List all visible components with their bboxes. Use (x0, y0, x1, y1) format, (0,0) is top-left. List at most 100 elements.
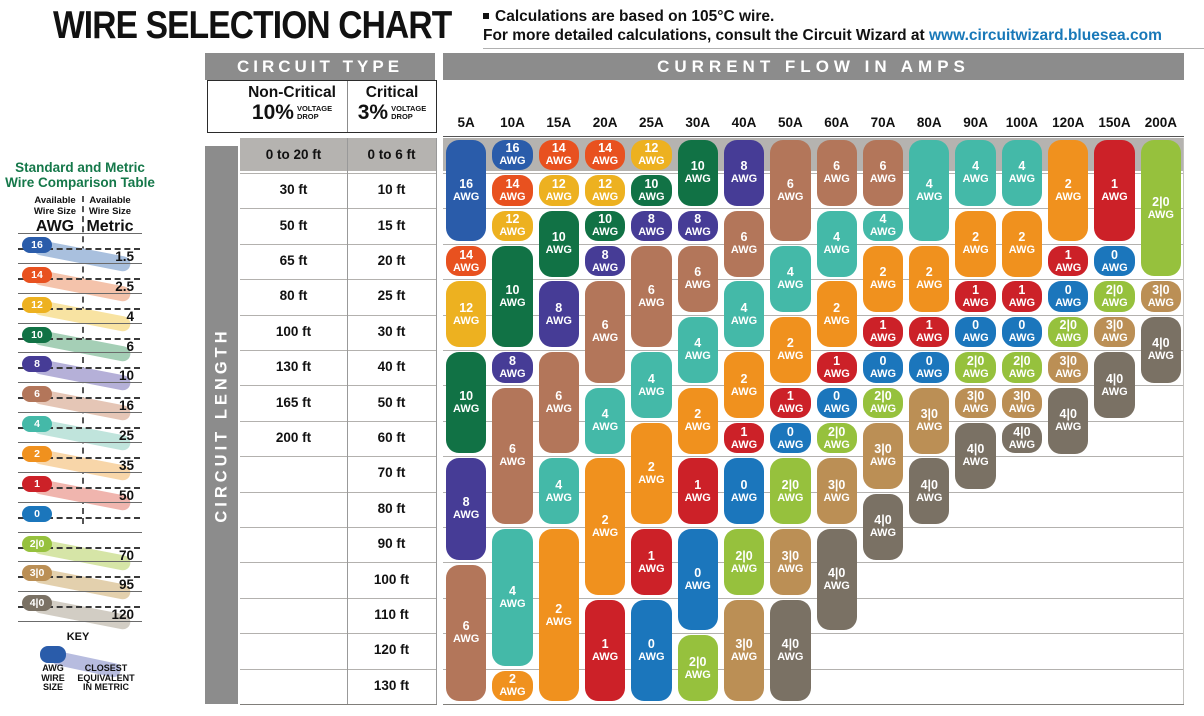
awg-value: 12 (505, 212, 520, 227)
awg-value: 16 (459, 176, 474, 191)
awg-value: 0 (1111, 247, 1118, 262)
awg-unit: AWG (453, 633, 480, 646)
comparison-row-dash (18, 307, 140, 310)
awg-unit: AWG (1147, 297, 1174, 310)
non-critical-length: 100 ft (275, 323, 312, 339)
awg-value: 2 (647, 460, 655, 475)
current-flow-header: CURRENT FLOW IN AMPS (443, 53, 1184, 80)
awg-value: 1 (601, 637, 609, 652)
awg-pill-50A-4|0: 4|0 AWG (770, 599, 811, 702)
awg-value: 10 (690, 159, 705, 174)
awg-pill-20A-14: 14 AWG (584, 139, 626, 171)
header-divider (483, 48, 1204, 49)
awg-unit: AWG (684, 173, 711, 186)
amp-label-120A: 120A (1052, 115, 1085, 130)
comparison-row-line (18, 292, 142, 294)
awg-pill-150A-2|0: 2|0 AWG (1094, 281, 1135, 312)
row-line (240, 491, 437, 493)
awg-value: 1 (694, 477, 702, 492)
critical-length: 30 ft (377, 323, 406, 339)
awg-value: 2|0 (1059, 318, 1077, 333)
awg-value: 2 (786, 336, 794, 351)
awg-value: 14 (459, 247, 474, 262)
critical-length: 80 ft (377, 500, 406, 516)
awg-value: 2|0 (689, 654, 707, 669)
awg-unit: AWG (823, 244, 850, 256)
awg-unit: AWG (777, 403, 804, 416)
awg-unit: AWG (545, 491, 572, 504)
awg-value: 2 (508, 672, 516, 687)
awg-pill-40A-1: 1 AWG (723, 422, 765, 454)
circuit-wizard-link[interactable]: www.circuitwizard.bluesea.com (929, 27, 1162, 44)
awg-value: 2|0 (966, 353, 985, 368)
awg-size-pill: 0 (22, 505, 52, 522)
non-critical-title: Non-Critical (248, 84, 336, 101)
awg-unit: AWG (1055, 190, 1082, 203)
awg-value: 2 (555, 601, 563, 616)
awg-unit: AWG (591, 226, 619, 239)
awg-value: 1 (647, 548, 655, 563)
awg-value: 8 (694, 212, 702, 227)
awg-header-text: Available Wire Size (33, 195, 77, 217)
awg-unit: AWG (1101, 332, 1128, 345)
awg-size-pill: 4 (22, 416, 52, 433)
awg-value: 1 (1064, 247, 1072, 262)
awg-pill-20A-1: 1 AWG (584, 599, 626, 702)
awg-value: 4 (601, 407, 609, 421)
awg-value: 0 (879, 353, 887, 368)
awg-value: 4|0 (1059, 407, 1077, 421)
awg-pill-5A-14: 14 AWG (446, 245, 487, 277)
awg-pill-25A-4: 4 AWG (631, 352, 672, 419)
awg-unit: AWG (545, 190, 572, 203)
awg-unit: AWG (777, 438, 804, 451)
awg-pill-60A-6: 6 AWG (816, 139, 857, 206)
awg-pill-90A-3|0: 3|0 AWG (955, 387, 996, 419)
awg-unit: AWG (499, 456, 526, 469)
awg-value: 1 (786, 389, 794, 404)
row-line (240, 526, 437, 528)
awg-size-pill: 3|0 (22, 565, 52, 582)
critical-length: 25 ft (377, 288, 406, 304)
non-critical-length: 30 ft (279, 182, 308, 198)
awg-unit: AWG (545, 403, 572, 416)
awg-pill-15A-4: 4 AWG (538, 458, 579, 525)
awg-pill-70A-2: 2 AWG (862, 245, 904, 312)
awg-unit: AWG (869, 173, 897, 186)
circuit-type-header: CIRCUIT TYPE (205, 53, 435, 80)
awg-unit: AWG (823, 580, 850, 593)
awg-pill-80A-1: 1 AWG (909, 316, 950, 348)
awg-pill-60A-1: 1 AWG (816, 352, 857, 383)
comparison-row-dash (18, 606, 140, 609)
row-line (443, 279, 1184, 281)
awg-unit: AWG (499, 155, 526, 168)
awg-value: 6 (694, 265, 702, 280)
awg-value: 4|0 (1105, 371, 1124, 386)
awg-pill-100A-1: 1 AWG (1001, 281, 1043, 312)
awg-pill-15A-8: 8 AWG (538, 281, 579, 348)
awg-value: 2|0 (1013, 353, 1031, 368)
awg-value: 4 (879, 212, 887, 227)
awg-value: 2|0 (874, 389, 892, 404)
metric-size-value: 16 (118, 398, 134, 414)
awg-pill-10A-8: 8 AWG (492, 352, 533, 383)
awg-value: 2 (879, 265, 887, 280)
awg-pill-90A-2|0: 2|0 AWG (955, 352, 996, 383)
awg-unit: AWG (591, 332, 619, 345)
critical-length: 130 ft (373, 677, 410, 693)
awg-pill-40A-4: 4 AWG (723, 281, 765, 348)
awg-pill-5A-8: 8 AWG (446, 458, 487, 560)
awg-pill-25A-6: 6 AWG (631, 245, 672, 348)
comparison-row-line (18, 233, 142, 234)
note-text-1: Calculations are based on 105°C wire. (495, 8, 775, 25)
comparison-row-line (18, 471, 142, 473)
awg-unit: AWG (453, 261, 480, 274)
awg-unit: AWG (591, 261, 619, 274)
awg-unit: AWG (823, 438, 850, 451)
comparison-row-line (18, 322, 142, 324)
critical-length: 50 ft (377, 394, 406, 410)
awg-pill-80A-4|0: 4|0 AWG (909, 458, 950, 525)
awg-value: 10 (551, 230, 566, 244)
awg-value: 3|0 (781, 548, 800, 563)
comparison-row-dash (18, 456, 140, 459)
awg-pill-150A-3|0: 3|0 AWG (1094, 316, 1135, 348)
